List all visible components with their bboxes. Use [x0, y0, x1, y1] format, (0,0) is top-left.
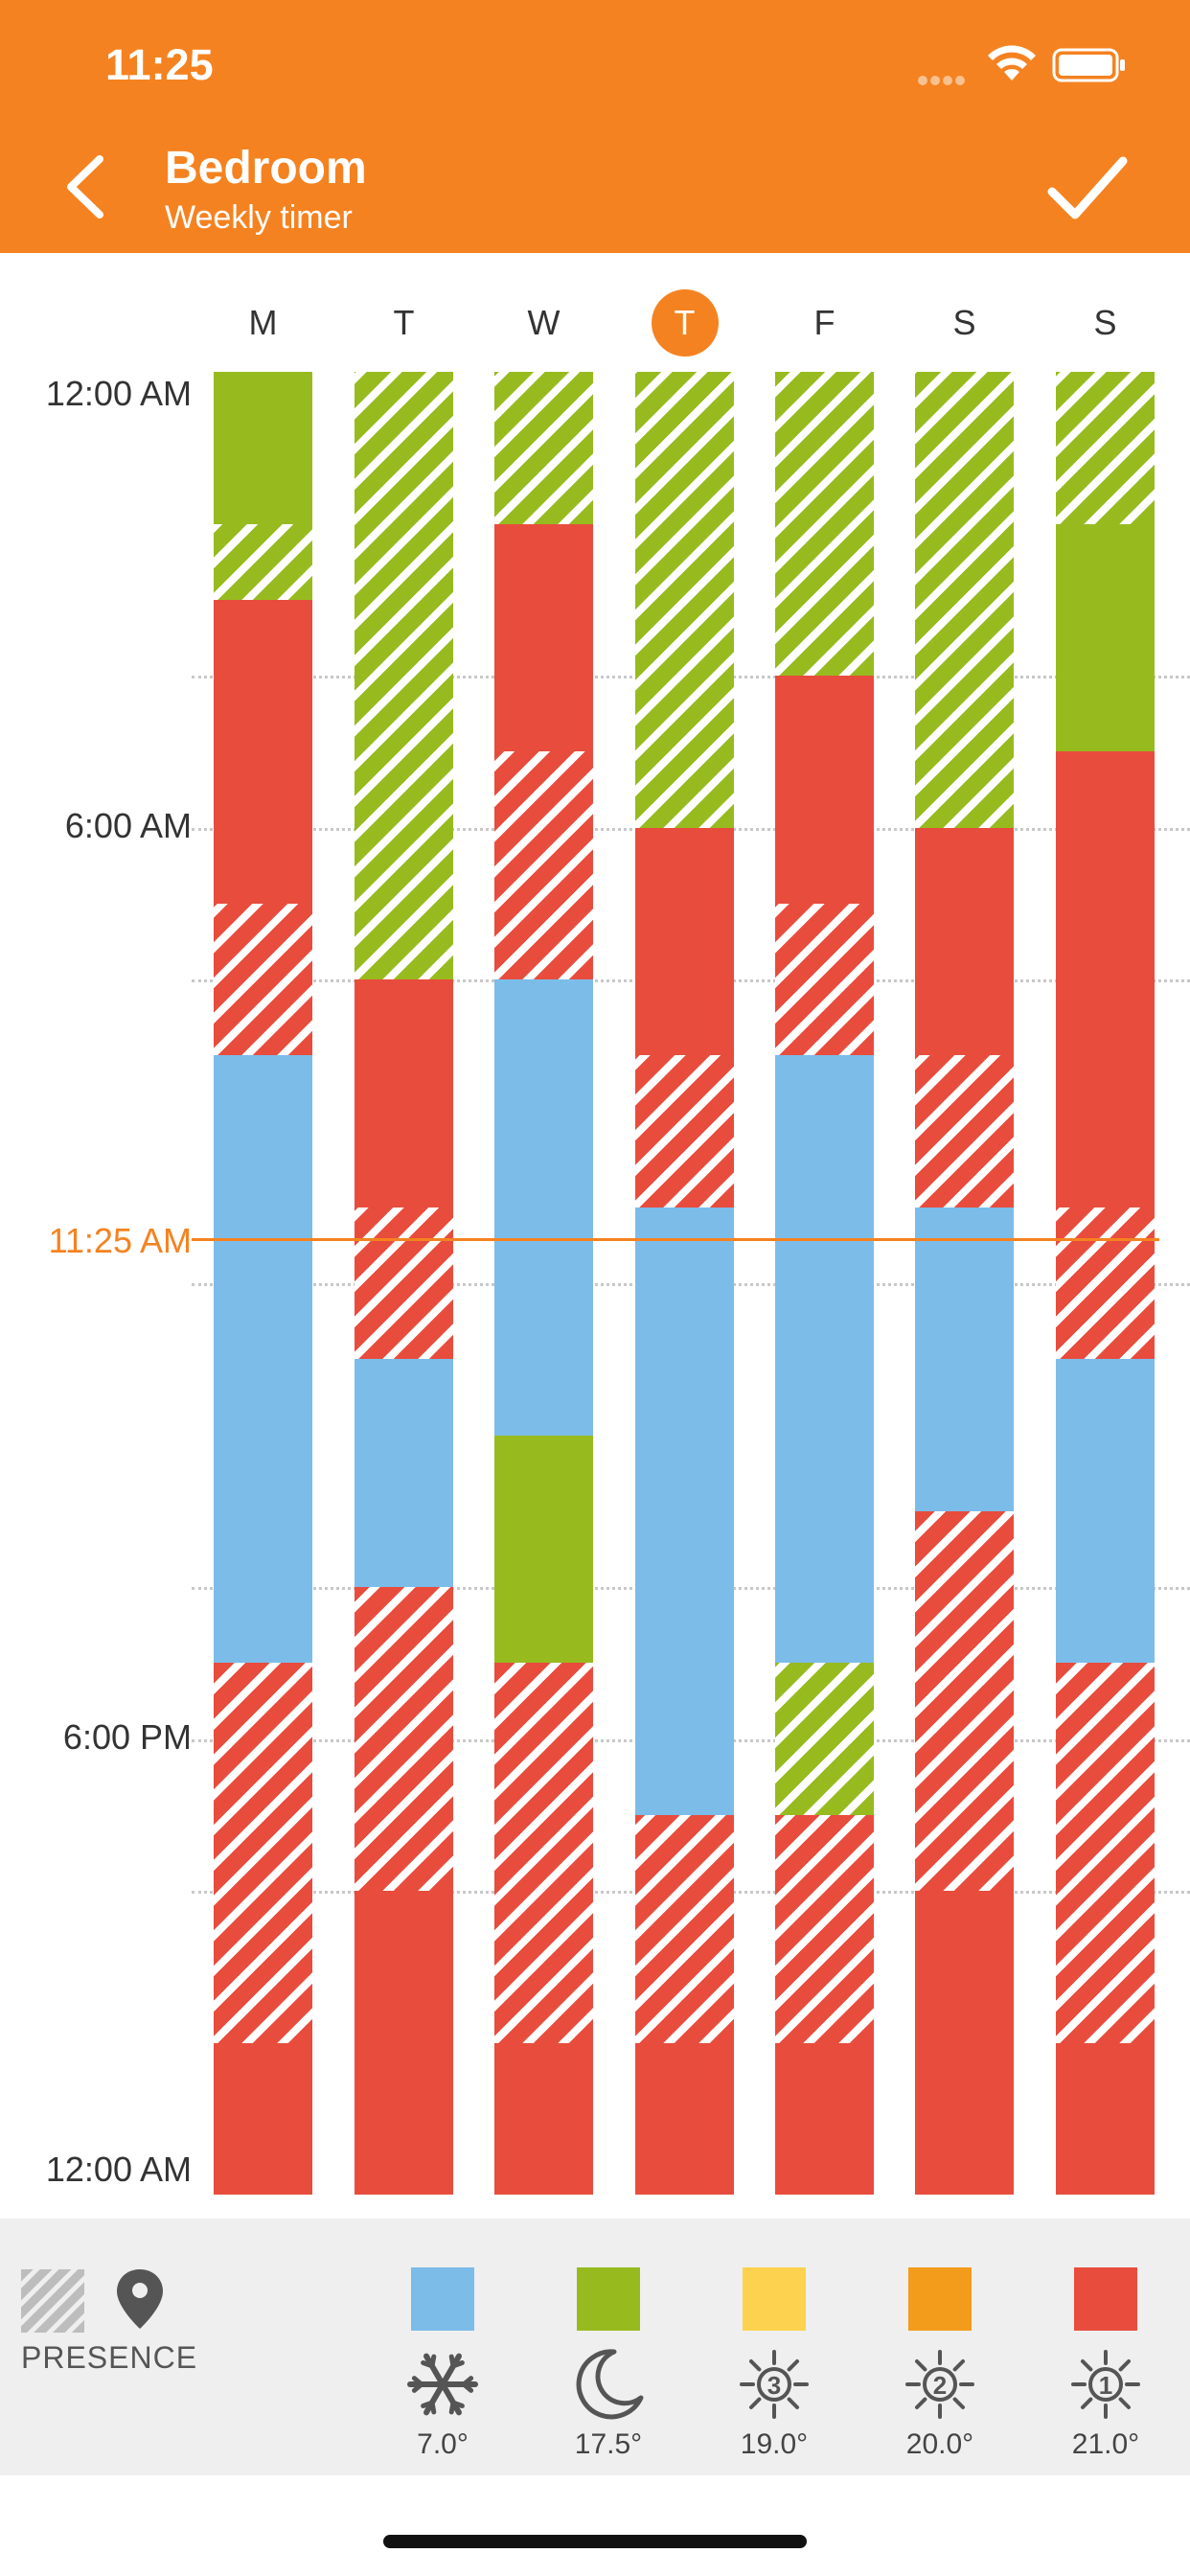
schedule-segment[interactable]: [635, 372, 734, 828]
presence-label: PRESENCE: [21, 2340, 198, 2375]
mode-temperature-4: 21.0°: [1071, 2428, 1140, 2460]
app-header: 11:25 Bedroom Weekly timer: [0, 0, 1190, 253]
schedule-segment[interactable]: [355, 979, 453, 1208]
schedule-segment[interactable]: [1056, 372, 1155, 524]
day-column-2[interactable]: [494, 372, 593, 2195]
time-label-12am-end: 12:00 AM: [45, 2150, 192, 2189]
schedule-segment[interactable]: [494, 523, 593, 752]
day-header-1: T: [393, 303, 415, 342]
day-column-5[interactable]: [915, 372, 1014, 2195]
day-header-4: F: [813, 303, 835, 342]
schedule-segment[interactable]: [1056, 1207, 1155, 1360]
schedule-segment[interactable]: [1056, 523, 1155, 752]
schedule-segment[interactable]: [355, 1891, 453, 2195]
schedule-segment[interactable]: [775, 2042, 874, 2195]
schedule-segment[interactable]: [915, 372, 1014, 828]
mode-swatch-2[interactable]: [743, 2267, 806, 2331]
snowflake-icon: [407, 2353, 478, 2416]
schedule-segment[interactable]: [214, 1663, 312, 2043]
day-header-2: W: [527, 303, 561, 342]
mode-temperature-3: 20.0°: [905, 2428, 974, 2460]
legend-bar: [0, 2219, 1190, 2475]
schedule-segment[interactable]: [1056, 2042, 1155, 2195]
day-header-5: S: [952, 303, 976, 342]
time-label-6am: 6:00 AM: [64, 806, 192, 845]
mode-swatch-1[interactable]: [577, 2267, 640, 2331]
schedule-segment[interactable]: [214, 903, 312, 1056]
schedule-segment[interactable]: [214, 523, 312, 600]
schedule-segment[interactable]: [355, 1207, 453, 1360]
schedule-segment[interactable]: [915, 1891, 1014, 2195]
schedule-segment[interactable]: [1056, 1663, 1155, 2043]
sun-1-icon: 1: [1071, 2350, 1140, 2419]
schedule-segment[interactable]: [494, 751, 593, 979]
presence-hatch-icon: [21, 2269, 84, 2333]
current-time-line: [192, 1238, 1159, 1241]
mode-temperature-1: 17.5°: [574, 2428, 643, 2460]
schedule-segment[interactable]: [214, 372, 312, 524]
mode-swatch-3[interactable]: [908, 2267, 972, 2331]
schedule-segment[interactable]: [494, 2042, 593, 2195]
signal-icon: [918, 73, 973, 85]
schedule-segment[interactable]: [494, 372, 593, 524]
schedule-segment[interactable]: [214, 599, 312, 904]
schedule-segment[interactable]: [1056, 1359, 1155, 1664]
mode-temperature-2: 19.0°: [740, 2428, 809, 2460]
home-indicator: [383, 2535, 807, 2548]
schedule-segment[interactable]: [775, 1663, 874, 1815]
schedule-segment[interactable]: [775, 1814, 874, 2043]
location-pin-icon: [117, 2269, 163, 2329]
schedule-segment[interactable]: [635, 827, 734, 1056]
schedule-segment[interactable]: [635, 2042, 734, 2195]
day-header-6: S: [1093, 303, 1117, 342]
schedule-segment[interactable]: [775, 903, 874, 1056]
schedule-segment[interactable]: [214, 1055, 312, 1664]
schedule-segment[interactable]: [494, 979, 593, 1436]
day-column-6[interactable]: [1056, 372, 1155, 2195]
battery-icon: [1052, 48, 1125, 82]
time-label-6pm: 6:00 PM: [62, 1717, 192, 1757]
svg-text:3: 3: [767, 2371, 781, 2400]
status-time: 11:25: [105, 40, 214, 89]
mode-temperature-0: 7.0°: [417, 2428, 469, 2460]
schedule-segment[interactable]: [775, 372, 874, 676]
schedule-segment[interactable]: [915, 1510, 1014, 1891]
confirm-button[interactable]: [1046, 153, 1129, 224]
sun-2-icon: 2: [905, 2350, 974, 2419]
schedule-segment[interactable]: [775, 1055, 874, 1664]
page-title: Bedroom: [165, 143, 367, 194]
schedule-segment[interactable]: [214, 2042, 312, 2195]
schedule-segment[interactable]: [494, 1663, 593, 2043]
wifi-icon: [988, 45, 1036, 80]
schedule-segment[interactable]: [635, 1814, 734, 2043]
schedule-segment[interactable]: [775, 676, 874, 904]
schedule-segment[interactable]: [355, 372, 453, 979]
back-button[interactable]: [57, 151, 115, 222]
mode-swatch-0[interactable]: [411, 2267, 474, 2331]
schedule-segment[interactable]: [494, 1435, 593, 1664]
day-column-0[interactable]: [214, 372, 312, 2195]
current-time-label: 11:25 AM: [48, 1221, 192, 1260]
day-header-0: M: [248, 303, 278, 342]
day-column-1[interactable]: [355, 372, 453, 2195]
mode-swatch-4[interactable]: [1074, 2267, 1137, 2331]
schedule-segment[interactable]: [1056, 751, 1155, 1208]
schedule-segment[interactable]: [915, 1055, 1014, 1208]
day-column-3[interactable]: [635, 372, 734, 2195]
time-label-12am: 12:00 AM: [45, 374, 192, 413]
schedule-segment[interactable]: [635, 1207, 734, 1815]
schedule-segment[interactable]: [915, 1207, 1014, 1511]
day-column-4[interactable]: [775, 372, 874, 2195]
svg-text:2: 2: [933, 2371, 947, 2400]
moon-icon: [576, 2349, 644, 2420]
sun-3-icon: 3: [740, 2350, 809, 2419]
schedule-segment[interactable]: [355, 1359, 453, 1587]
schedule-segment[interactable]: [635, 1055, 734, 1208]
page-subtitle: Weekly timer: [165, 199, 353, 236]
svg-text:1: 1: [1099, 2371, 1112, 2400]
day-header-3: T: [651, 289, 719, 356]
schedule-segment[interactable]: [915, 827, 1014, 1056]
schedule-segment[interactable]: [355, 1587, 453, 1891]
